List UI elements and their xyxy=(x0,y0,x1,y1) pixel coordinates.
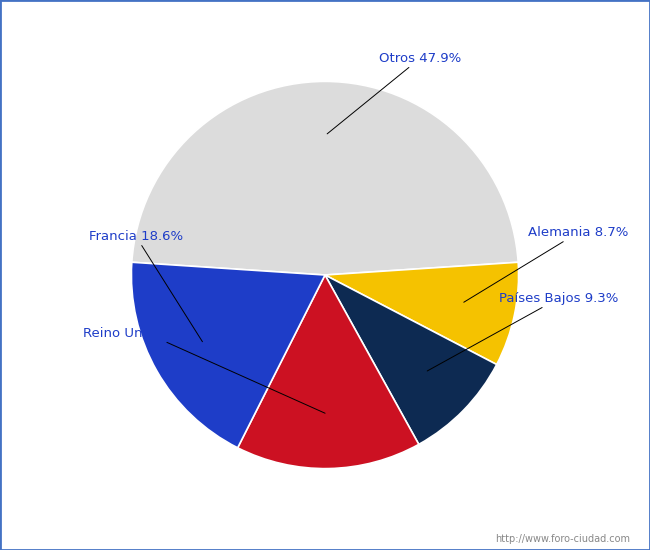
Text: Rubite - Turistas extranjeros según país - Agosto de 2024: Rubite - Turistas extranjeros según país… xyxy=(106,13,544,29)
Text: Otros 47.9%: Otros 47.9% xyxy=(327,52,462,134)
Text: http://www.foro-ciudad.com: http://www.foro-ciudad.com xyxy=(495,535,630,544)
Wedge shape xyxy=(325,275,497,444)
Text: Países Bajos 9.3%: Países Bajos 9.3% xyxy=(427,292,619,371)
Wedge shape xyxy=(131,262,325,448)
Wedge shape xyxy=(132,81,518,275)
Text: Reino Unido 15.5%: Reino Unido 15.5% xyxy=(83,327,325,413)
Wedge shape xyxy=(325,262,519,365)
Text: Alemania 8.7%: Alemania 8.7% xyxy=(464,226,629,302)
Text: Francia 18.6%: Francia 18.6% xyxy=(89,230,202,342)
Wedge shape xyxy=(238,275,419,469)
